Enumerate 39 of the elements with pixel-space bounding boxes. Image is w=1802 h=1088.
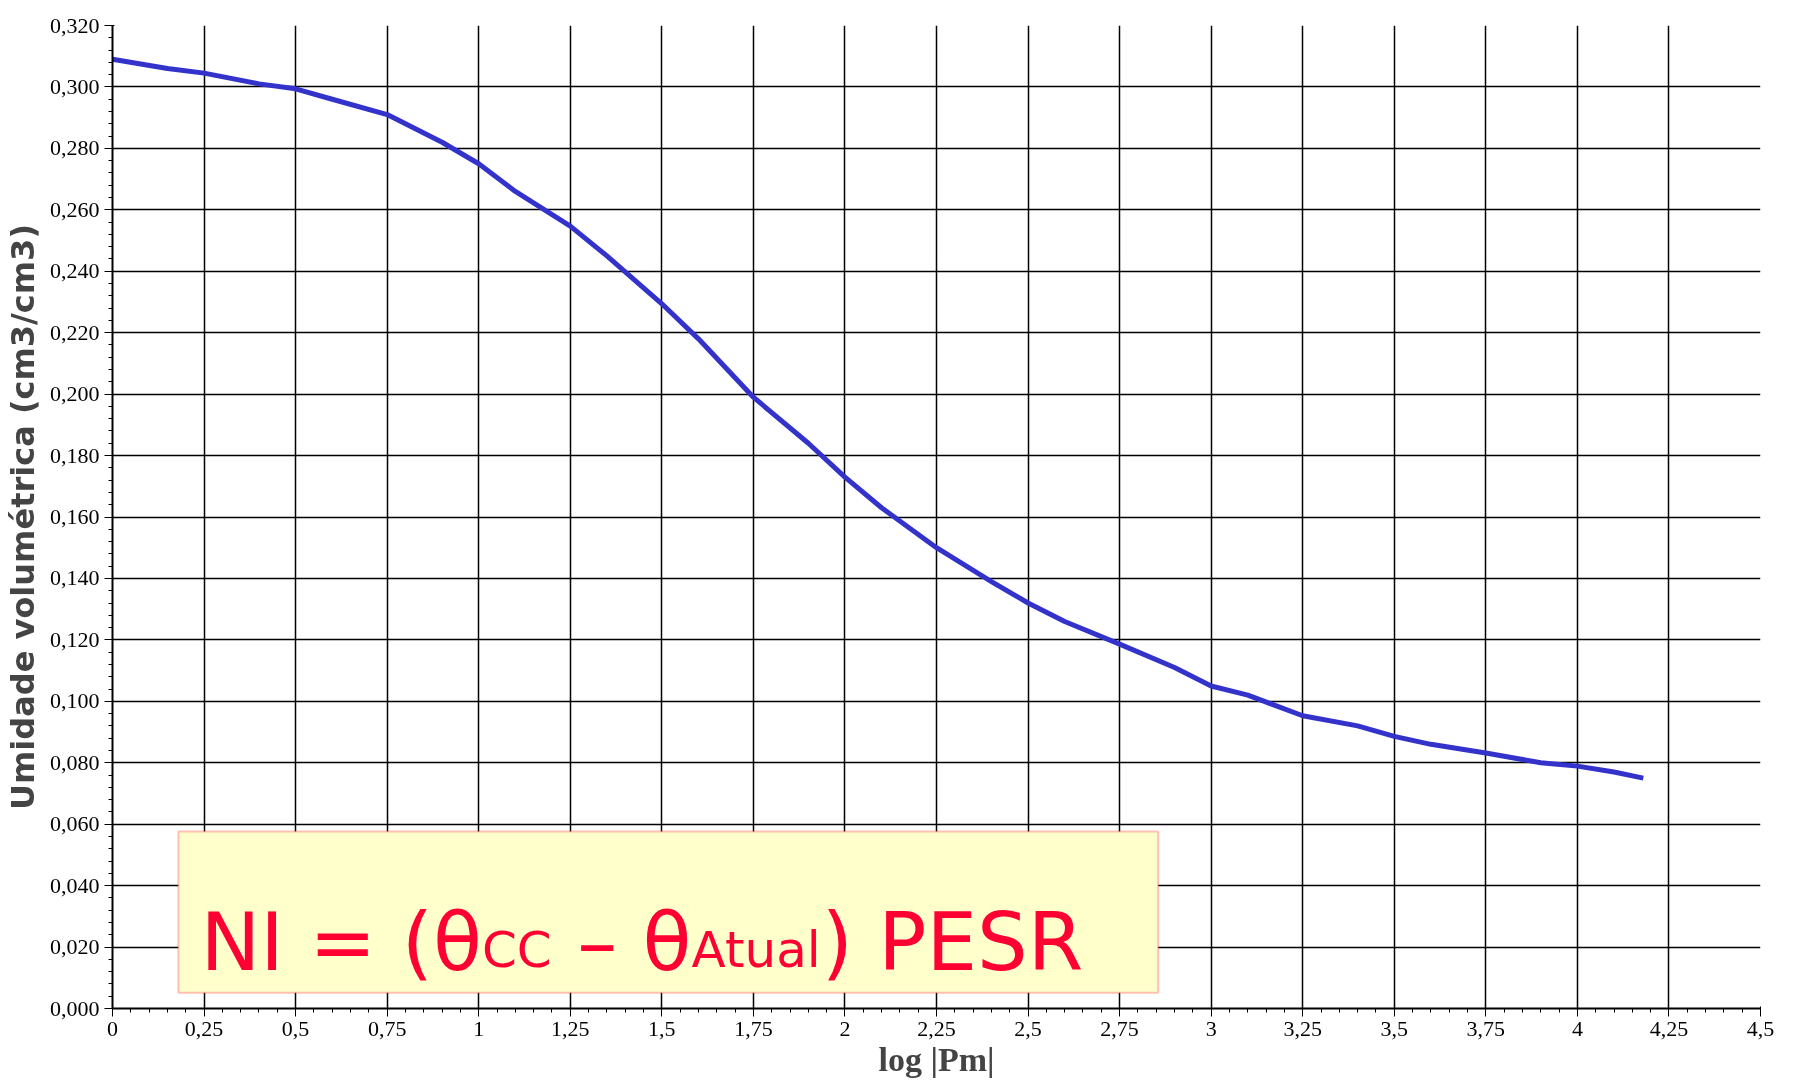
x-tick-label: 1,5	[648, 1015, 676, 1041]
x-tick-label: 2,5	[1014, 1015, 1042, 1041]
y-tick-label: 0,080	[50, 749, 100, 775]
x-tick-label: 4,25	[1649, 1015, 1689, 1041]
x-tick-label: 3	[1205, 1015, 1217, 1041]
x-tick-label: 0	[107, 1015, 118, 1041]
y-tick-label: 0,280	[50, 135, 100, 161]
x-tick-label: 1,75	[734, 1015, 773, 1041]
y-axis-title: Umidade volumétrica (cm3/cm3)	[4, 223, 42, 811]
y-tick-label: 0,200	[50, 381, 100, 407]
x-tick-label: 0,25	[184, 1015, 224, 1041]
y-tick-label: 0,020	[50, 934, 100, 960]
y-tick-label: 0,040	[50, 872, 100, 898]
y-tick-label: 0,220	[50, 319, 100, 345]
x-tick-label: 2	[839, 1015, 851, 1041]
x-tick-label: 3,75	[1466, 1015, 1506, 1041]
x-tick-label: 1	[473, 1015, 485, 1041]
x-tick-label: 4,5	[1746, 1015, 1775, 1041]
y-tick-label: 0,260	[50, 196, 100, 222]
y-tick-label: 0,100	[50, 688, 100, 714]
x-tick-label: 2,25	[917, 1015, 956, 1041]
x-tick-label: 1,25	[551, 1015, 590, 1041]
x-tick-label: 3,25	[1283, 1015, 1322, 1041]
x-tick-label: 4	[1571, 1015, 1583, 1041]
x-axis-title: log |Pm|	[878, 1040, 995, 1078]
y-tick-label: 0,300	[50, 73, 100, 99]
y-tick-label: 0,120	[50, 626, 100, 652]
y-tick-label: 0,160	[50, 504, 100, 529]
x-tick-label: 2,75	[1100, 1015, 1139, 1041]
y-tick-label: 0,240	[50, 258, 100, 284]
y-tick-label: 0,320	[50, 12, 100, 38]
y-tick-label: 0,180	[50, 442, 100, 468]
y-tick-label: 0,000	[50, 995, 100, 1021]
x-tick-label: 0,5	[281, 1015, 310, 1041]
x-tick-label: 3,5	[1380, 1015, 1409, 1041]
annotation: NI = (θCC – θAtual) PESR	[200, 895, 1084, 989]
x-tick-label: 0,75	[367, 1015, 407, 1041]
y-tick-label: 0,060	[50, 811, 100, 837]
y-tick-label: 0,140	[50, 565, 100, 591]
